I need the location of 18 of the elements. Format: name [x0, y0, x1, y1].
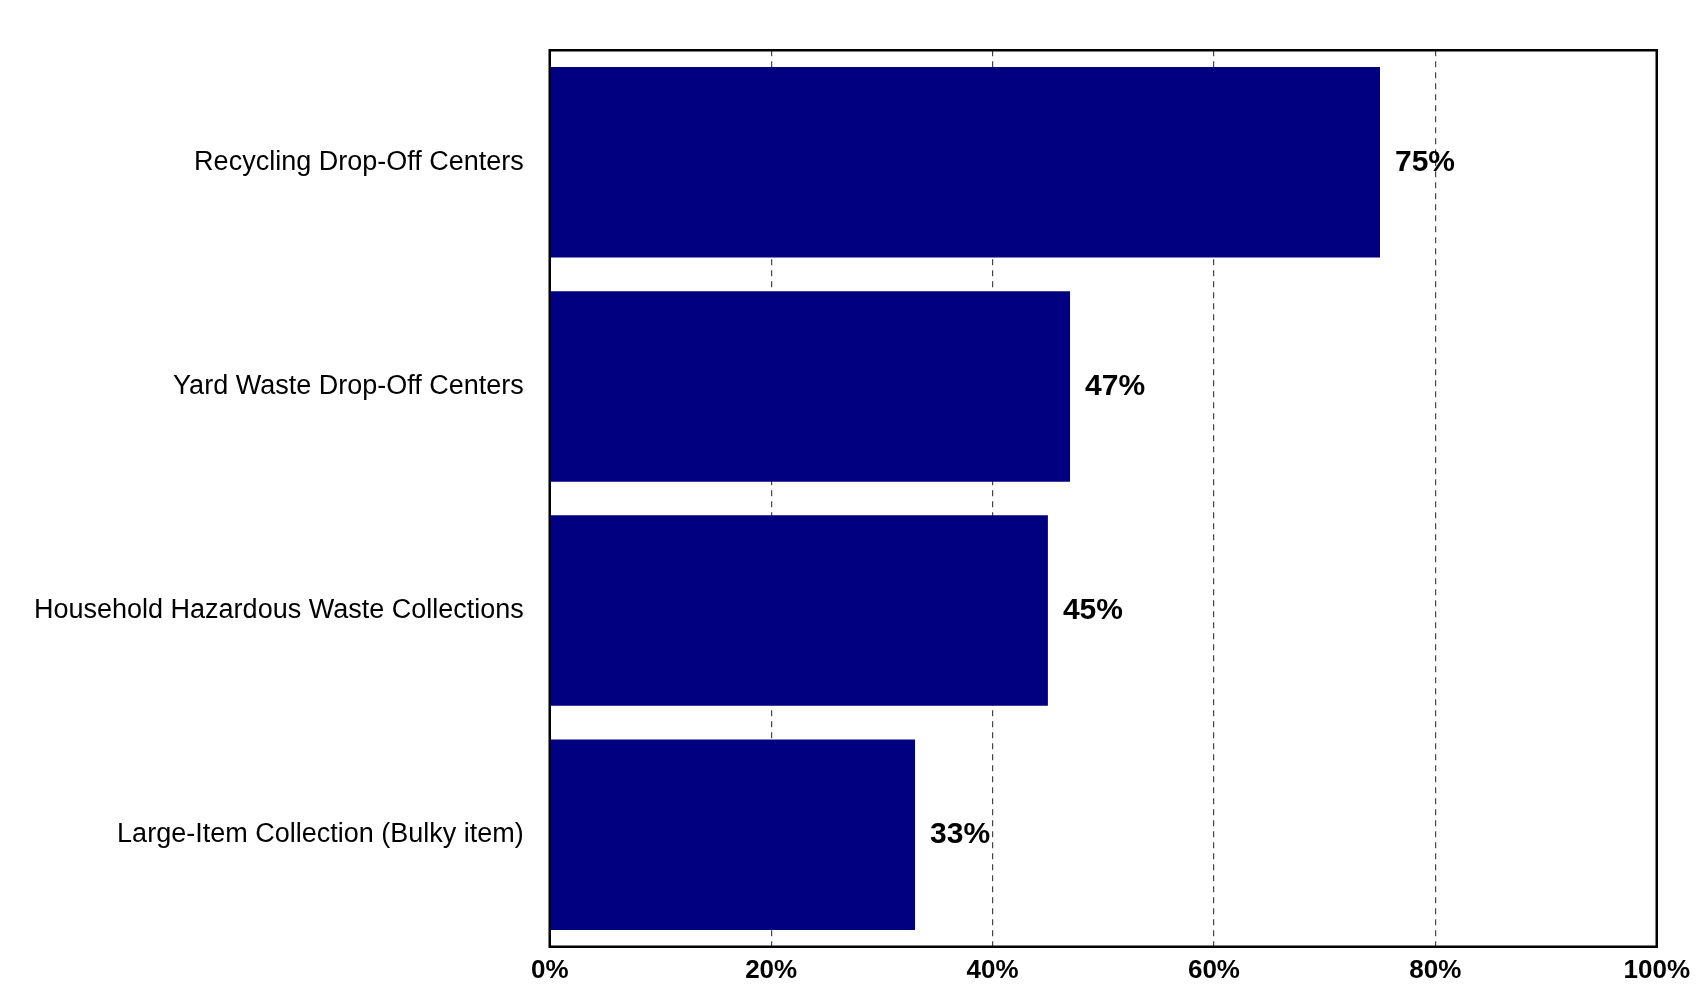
y-tick-label: Large-Item Collection (Bulky item) — [117, 818, 524, 849]
x-tick-label: 0% — [530, 953, 569, 984]
x-tick-label: 40% — [966, 953, 1019, 984]
y-tick-label: Yard Waste Drop-Off Centers — [173, 369, 524, 400]
bar — [550, 739, 916, 930]
y-tick-label: Household Hazardous Waste Collections — [33, 594, 524, 625]
y-tick-label: Recycling Drop-Off Centers — [194, 145, 524, 176]
data-label: 45% — [1062, 591, 1123, 625]
x-tick-label: 20% — [745, 953, 798, 984]
x-tick-label: 60% — [1187, 953, 1240, 984]
x-tick-label: 80% — [1409, 953, 1462, 984]
data-label: 75% — [1395, 143, 1456, 177]
bar — [550, 291, 1071, 482]
x-tick-label: 100% — [1623, 953, 1690, 984]
bar — [550, 515, 1048, 706]
bar — [550, 67, 1380, 258]
data-label: 33% — [930, 815, 991, 849]
data-label: 47% — [1085, 367, 1146, 401]
